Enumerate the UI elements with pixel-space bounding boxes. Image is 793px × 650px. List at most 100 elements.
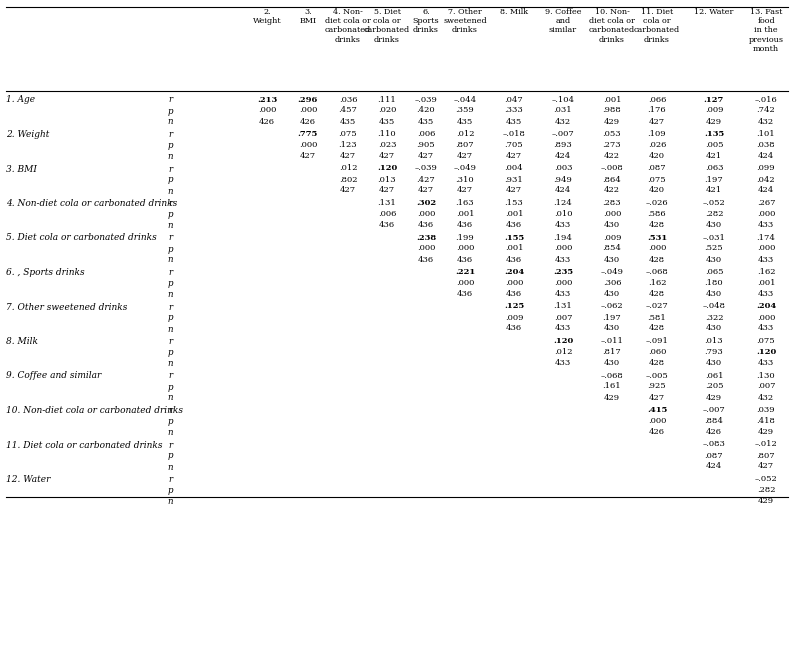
Text: 429: 429 <box>706 118 722 125</box>
Text: .047: .047 <box>504 96 523 103</box>
Text: .705: .705 <box>504 141 523 149</box>
Text: .854: .854 <box>603 244 622 252</box>
Text: 5. Diet cola or carbonated drinks: 5. Diet cola or carbonated drinks <box>6 233 157 242</box>
Text: 430: 430 <box>706 359 722 367</box>
Text: 436: 436 <box>457 255 473 263</box>
Text: 427: 427 <box>457 152 473 160</box>
Text: .131: .131 <box>377 199 396 207</box>
Text: .267: .267 <box>757 199 776 207</box>
Text: 433: 433 <box>555 255 571 263</box>
Text: 420: 420 <box>649 152 665 160</box>
Text: 428: 428 <box>649 290 665 298</box>
Text: .199: .199 <box>456 233 474 242</box>
Text: .000: .000 <box>299 141 317 149</box>
Text: .007: .007 <box>554 313 573 322</box>
Text: .155: .155 <box>504 233 524 242</box>
Text: .415: .415 <box>647 406 667 414</box>
Text: 433: 433 <box>758 290 774 298</box>
Text: –.007: –.007 <box>552 130 574 138</box>
Text: 8. Milk: 8. Milk <box>500 8 528 16</box>
Text: –.052: –.052 <box>755 475 777 483</box>
Text: .925: .925 <box>648 382 666 391</box>
Text: .125: .125 <box>504 302 524 311</box>
Text: .775: .775 <box>298 130 318 138</box>
Text: –.008: –.008 <box>600 164 623 172</box>
Text: .013: .013 <box>705 337 723 345</box>
Text: r: r <box>168 302 172 311</box>
Text: n: n <box>167 463 173 471</box>
Text: .004: .004 <box>504 164 523 172</box>
Text: 427: 427 <box>649 118 665 125</box>
Text: .420: .420 <box>416 107 435 114</box>
Text: .000: .000 <box>299 107 317 114</box>
Text: 421: 421 <box>706 187 722 194</box>
Text: .003: .003 <box>554 164 573 172</box>
Text: .120: .120 <box>553 337 573 345</box>
Text: 430: 430 <box>604 290 620 298</box>
Text: 433: 433 <box>555 221 571 229</box>
Text: r: r <box>168 199 172 208</box>
Text: .007: .007 <box>757 382 776 391</box>
Text: .131: .131 <box>554 302 573 311</box>
Text: 430: 430 <box>604 359 620 367</box>
Text: .180: .180 <box>705 279 723 287</box>
Text: .009: .009 <box>705 107 723 114</box>
Text: n: n <box>167 290 173 299</box>
Text: .124: .124 <box>554 199 573 207</box>
Text: 4. Non-
diet cola or
carbonated
drinks: 4. Non- diet cola or carbonated drinks <box>325 8 371 44</box>
Text: .000: .000 <box>417 210 435 218</box>
Text: –.044: –.044 <box>454 96 477 103</box>
Text: .282: .282 <box>757 486 776 494</box>
Text: –.005: –.005 <box>646 372 668 380</box>
Text: .176: .176 <box>648 107 666 114</box>
Text: 436: 436 <box>418 255 434 263</box>
Text: r: r <box>168 337 172 346</box>
Text: –.026: –.026 <box>646 199 668 207</box>
Text: –.012: –.012 <box>755 441 777 448</box>
Text: .793: .793 <box>705 348 723 356</box>
Text: 433: 433 <box>758 221 774 229</box>
Text: 424: 424 <box>555 187 571 194</box>
Text: .006: .006 <box>417 130 435 138</box>
Text: .302: .302 <box>416 199 436 207</box>
Text: 427: 427 <box>506 152 522 160</box>
Text: .075: .075 <box>648 176 666 183</box>
Text: .817: .817 <box>603 348 622 356</box>
Text: 7. Other sweetened drinks: 7. Other sweetened drinks <box>6 302 128 311</box>
Text: .205: .205 <box>705 382 723 391</box>
Text: 430: 430 <box>706 290 722 298</box>
Text: .427: .427 <box>416 176 435 183</box>
Text: –.068: –.068 <box>600 372 623 380</box>
Text: –.039: –.039 <box>415 164 438 172</box>
Text: 13. Fast
food
in the
previous
month: 13. Fast food in the previous month <box>749 8 783 53</box>
Text: .087: .087 <box>648 164 666 172</box>
Text: 428: 428 <box>649 324 665 333</box>
Text: 9. Coffee and similar: 9. Coffee and similar <box>6 372 102 380</box>
Text: 430: 430 <box>706 221 722 229</box>
Text: .273: .273 <box>603 141 621 149</box>
Text: 433: 433 <box>758 255 774 263</box>
Text: .010: .010 <box>554 210 573 218</box>
Text: 422: 422 <box>604 187 620 194</box>
Text: .905: .905 <box>416 141 435 149</box>
Text: .099: .099 <box>757 164 776 172</box>
Text: .023: .023 <box>377 141 396 149</box>
Text: 433: 433 <box>758 324 774 333</box>
Text: .012: .012 <box>554 348 573 356</box>
Text: 10. Non-
diet cola or
carbonated
drinks: 10. Non- diet cola or carbonated drinks <box>589 8 635 44</box>
Text: 433: 433 <box>555 324 571 333</box>
Text: p: p <box>167 176 173 185</box>
Text: 427: 427 <box>506 187 522 194</box>
Text: p: p <box>167 382 173 391</box>
Text: .864: .864 <box>603 176 622 183</box>
Text: 436: 436 <box>506 221 522 229</box>
Text: .296: .296 <box>298 96 318 103</box>
Text: .123: .123 <box>339 141 358 149</box>
Text: .020: .020 <box>377 107 396 114</box>
Text: .127: .127 <box>704 96 724 103</box>
Text: .000: .000 <box>757 313 776 322</box>
Text: 424: 424 <box>706 463 722 471</box>
Text: .000: .000 <box>554 244 573 252</box>
Text: .000: .000 <box>648 417 666 425</box>
Text: –.048: –.048 <box>703 302 726 311</box>
